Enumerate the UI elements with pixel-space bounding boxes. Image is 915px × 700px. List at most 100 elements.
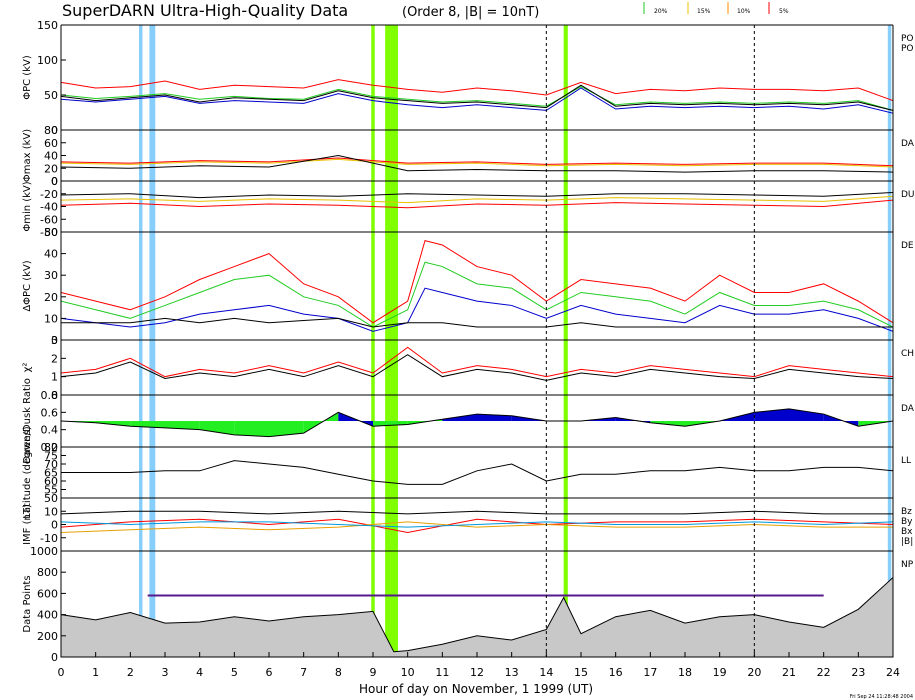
y-tick-label-chi: 3 [51,334,58,347]
right-label-lat: LL [901,456,911,466]
y-tick-label-min: -40 [40,201,58,214]
y-axis-label-imf: IMF (nT) [22,504,33,545]
y-tick-label-lat: 55 [44,484,58,497]
right-label-min: DU [901,190,915,200]
y-tick-label-dpc: 50 [44,226,58,239]
series-line-imf-3 [60,510,893,515]
y-tick-label-min: -60 [40,213,58,226]
x-tick-label: 15 [574,666,588,679]
panel-max [60,154,894,173]
panel-min [60,191,894,209]
panel-chi [60,346,894,381]
series-line-imf-0 [60,518,894,533]
x-tick-label: 10 [401,666,415,679]
y-tick-label-max: 60 [44,137,58,150]
y-axis-label-max: Φmax (kV) [22,129,33,182]
ratio-segment [269,421,304,437]
legend-label-15: 15% [697,8,711,15]
series-line-chi-0 [60,346,894,378]
y-tick-label-min: 0 [51,175,58,188]
y-tick-label-lat: 80 [44,441,58,454]
y-tick-label-ratio: 0.2 [41,441,59,454]
x-tick-label: 0 [58,666,65,679]
x-tick-label: 20 [747,666,761,679]
legend-label-10: 10% [737,8,751,15]
y-tick-label-pc: 100 [37,54,58,67]
y-tick-label-min: -80 [40,226,58,239]
y-tick-label-points: 0 [51,651,58,664]
y-tick-label-imf: 10 [44,505,58,518]
panel-lat [61,460,894,485]
y-axis-label-pc: ΦPC (kV) [22,55,33,100]
right-label-pc: PO [901,44,914,54]
y-tick-label-lat: 60 [44,475,58,488]
panel-imf [60,510,894,533]
y-tick-label-ratio: 0.6 [41,406,59,419]
y-axis-label-min: Φmin (kV) [22,181,33,231]
panel-points [60,576,894,658]
series-line-pc-2 [60,87,894,114]
right-label-pc: PO [901,34,914,44]
y-tick-label-points: 1000 [30,545,58,558]
y-tick-label-dpc: 20 [44,291,58,304]
x-tick-label: 6 [266,666,273,679]
right-label-points: NP [901,560,914,570]
x-tick-label: 2 [127,666,134,679]
series-line-dpc-3 [61,317,893,328]
series-line-pc-0 [60,79,894,102]
series-line-imf-1 [60,521,893,533]
y-tick-label-dpc: 10 [44,312,58,325]
series-line-imf-2 [60,521,894,528]
panel-ratio [60,408,894,438]
x-axis: 0 1 2 3 4 5 6 7 8 9 10 11 12 13 14 15 16 17 18 19 20 21 22 23 24 [58,652,900,679]
x-tick-label: 14 [539,666,553,679]
y-tick-label-pc: 150 [37,19,58,32]
threshold-legend: 20% 15% 10% 5% [643,2,789,15]
y-tick-label-lat: 65 [44,467,58,480]
ratio-segment [199,421,235,435]
x-tick-label: 7 [300,666,307,679]
y-tick-label-lat: 50 [44,492,58,505]
y-axis-label-lat: Latitude (degrees) [22,426,33,518]
x-tick-label: 1 [92,666,99,679]
event-band-0 [139,25,143,657]
x-tick-label: 13 [505,666,519,679]
y-tick-label-points: 600 [37,587,58,600]
x-tick-label: 3 [162,666,169,679]
ratio-segment [234,421,269,437]
y-tick-label-pc: 0 [51,124,58,137]
right-label-ratio: DA [901,404,915,414]
ratio-segment [165,421,200,430]
legend-label-20: 20% [654,8,668,15]
y-tick-label-max: 0 [51,175,58,188]
y-tick-label-ratio: 0.8 [41,389,59,402]
data-points-area [60,576,894,658]
y-tick-label-max: 20 [44,162,58,175]
x-tick-label: 17 [643,666,657,679]
right-label-imf: Bz [901,507,912,517]
x-tick-label: 5 [231,666,238,679]
reference-lines [545,25,755,657]
right-label-imf: |B| [901,537,913,547]
y-tick-label-imf: -10 [40,532,58,545]
x-tick-label: 18 [678,666,692,679]
right-label-imf: Bx [901,527,913,537]
y-axis-label-points: Data Points [22,575,33,632]
x-tick-label: 9 [370,666,377,679]
x-tick-label: 22 [817,666,831,679]
event-band-5 [887,25,892,657]
series-line-chi-1 [60,354,894,381]
series-line-max-2 [60,154,894,173]
right-label-imf: By [901,517,913,527]
event-highlights [139,25,892,657]
ratio-segment [789,408,824,421]
y-tick-label-points: 800 [37,566,58,579]
y-tick-label-dpc: 30 [44,269,58,282]
x-axis-label: Hour of day on November, 1 1999 (UT) [359,682,593,696]
y-tick-label-lat: 75 [44,450,58,463]
figure-title: SuperDARN Ultra-High-Quality Data [62,1,348,20]
right-label-dpc: DE [901,241,914,251]
y-axis-label-ratio: Dawn/Dusk Ratio [22,378,33,464]
event-band-1 [149,25,156,657]
figure-subtitle: (Order 8, |B| = 10nT) [402,5,539,20]
